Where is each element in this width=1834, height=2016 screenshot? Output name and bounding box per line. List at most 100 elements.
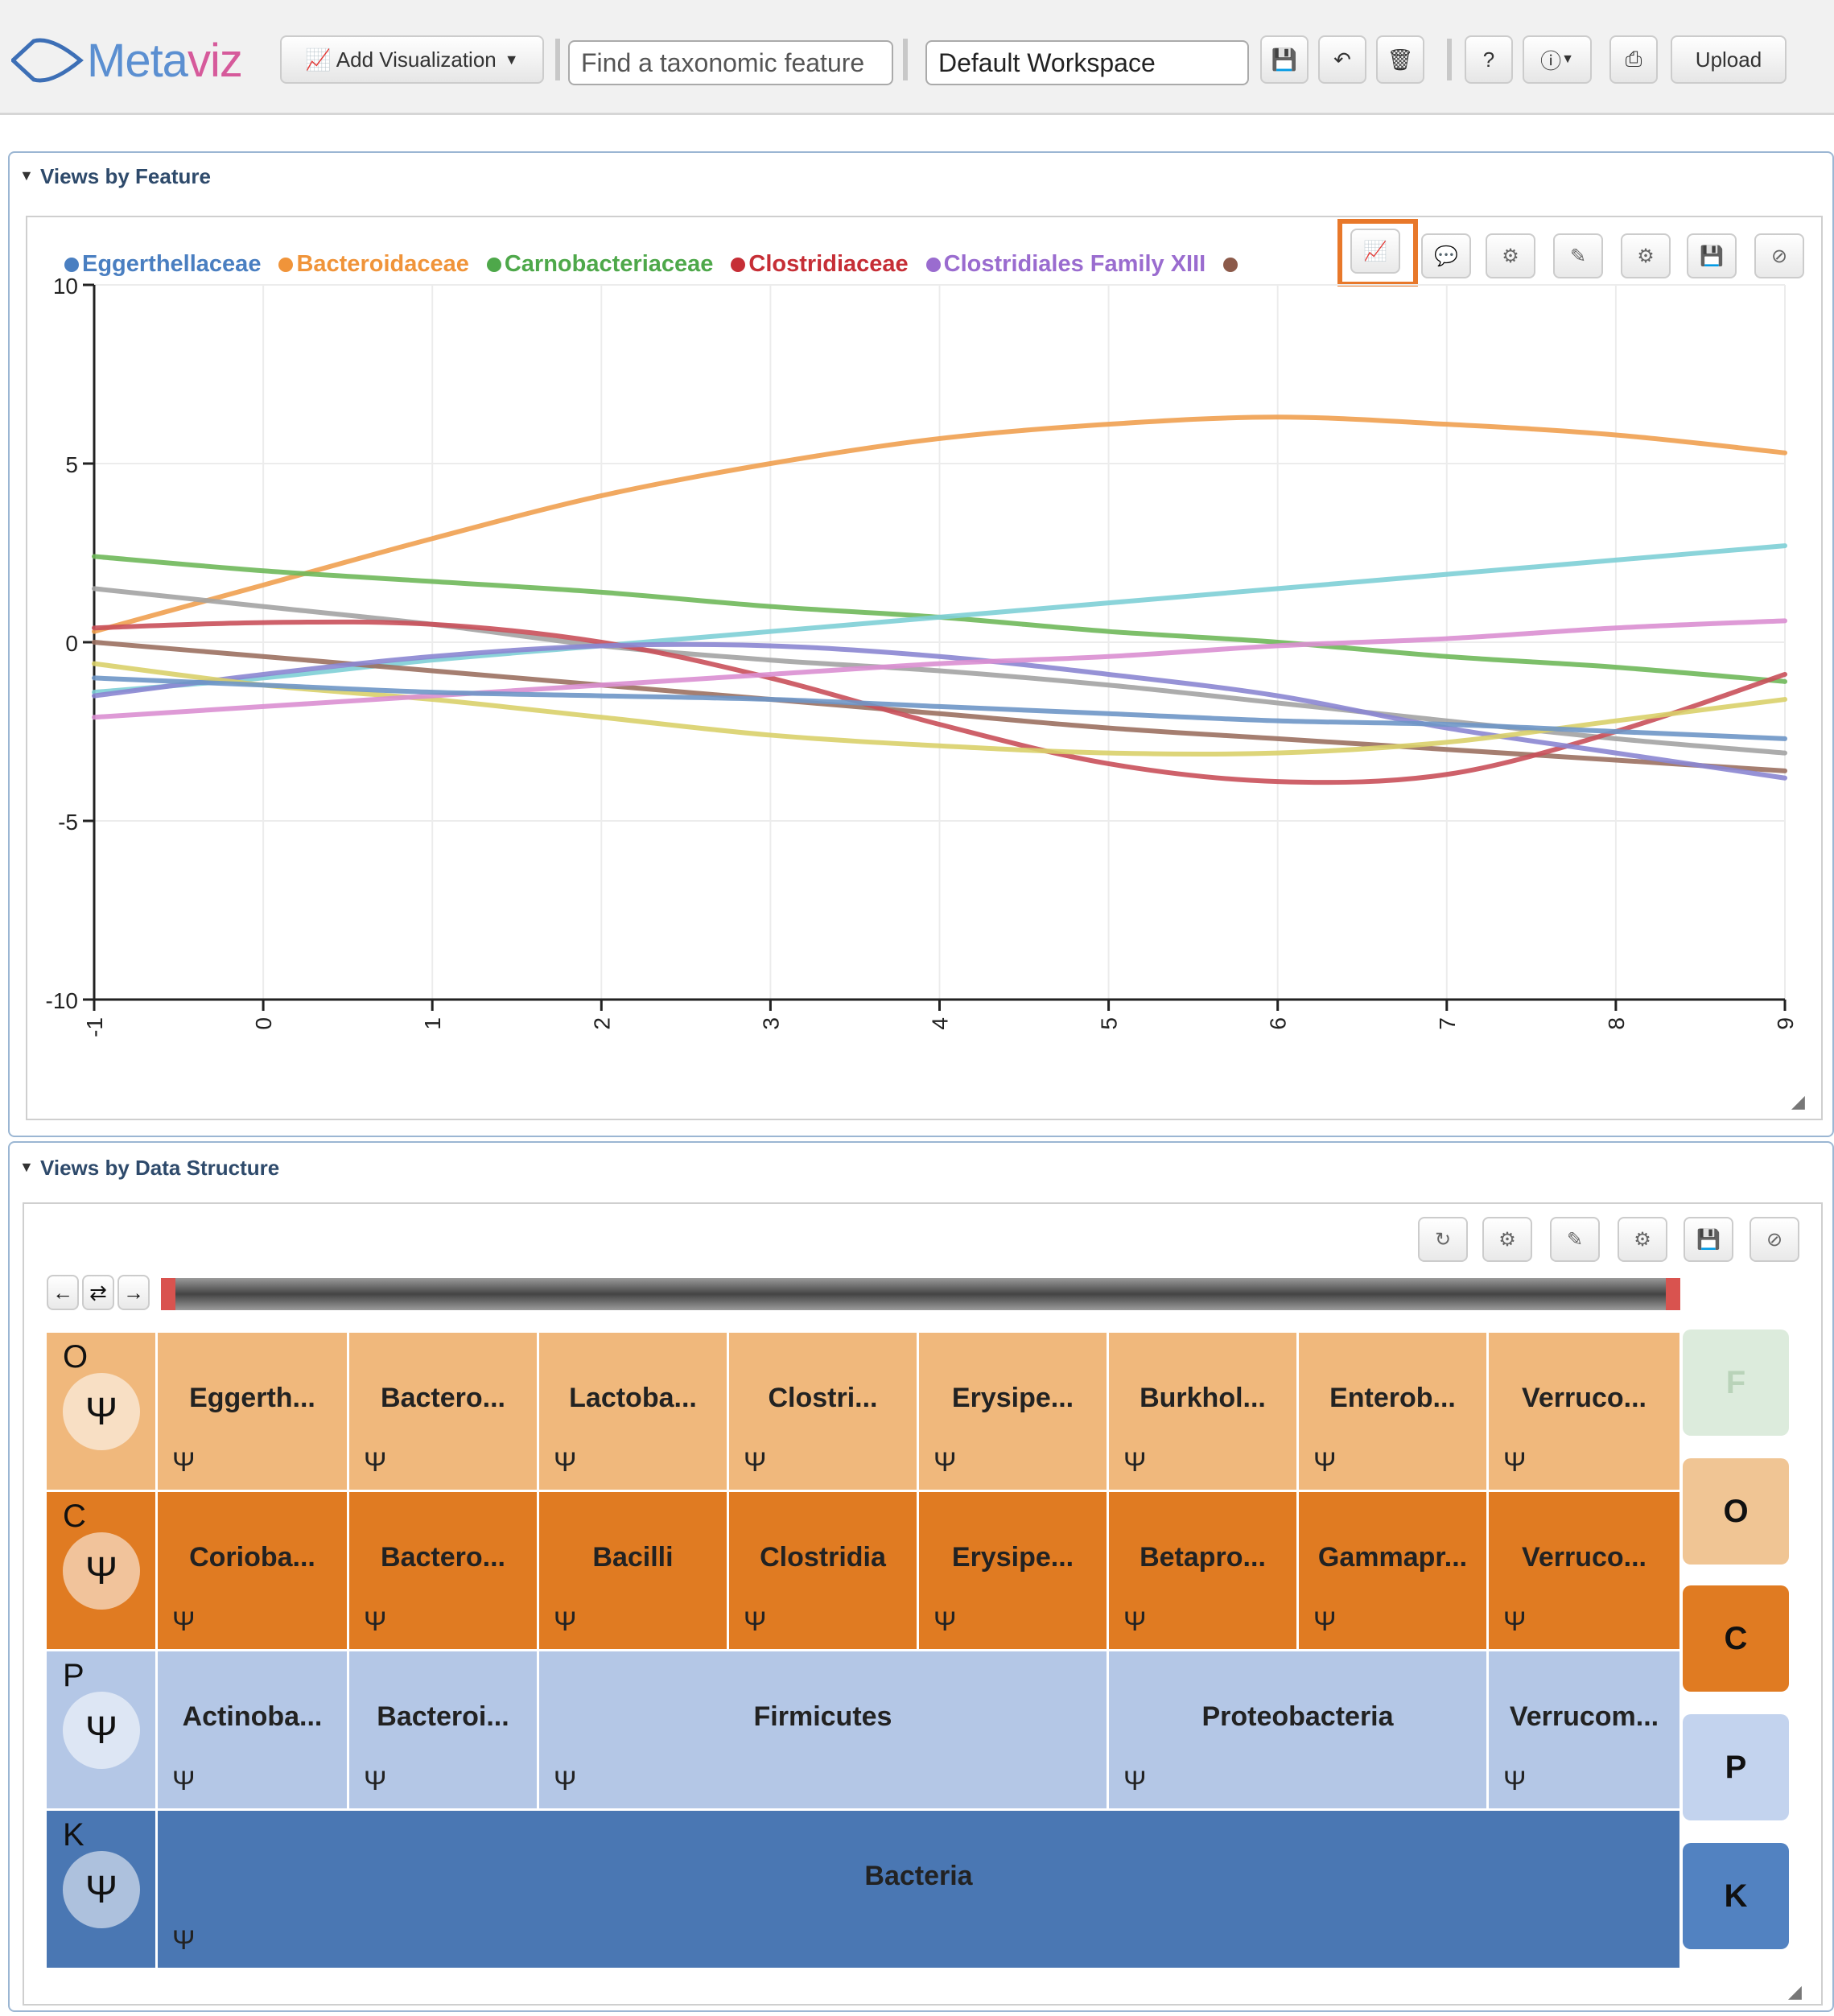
icicle-node[interactable]: Erysipe... Ψ <box>919 1333 1109 1492</box>
gear-icon: ⚙ <box>1634 1228 1651 1251</box>
settings-button[interactable]: ⚙ <box>1618 1217 1667 1262</box>
level-button[interactable]: F <box>1683 1330 1789 1436</box>
level-button[interactable]: K <box>1683 1843 1789 1949</box>
upload-button[interactable]: Upload <box>1671 35 1787 84</box>
x-tick-label: 6 <box>1266 1017 1291 1030</box>
workspace-name-input[interactable] <box>925 40 1249 85</box>
arrow-swap-icon[interactable]: ⇄ <box>82 1275 114 1310</box>
icicle-node[interactable]: Burkhol... Ψ <box>1109 1333 1299 1492</box>
resize-handle-icon[interactable]: ◢ <box>1791 1091 1805 1111</box>
comment-icon: 💬 <box>1434 245 1458 267</box>
save-icon: 💾 <box>1271 47 1298 72</box>
range-handle-left[interactable] <box>161 1278 175 1310</box>
metaviz-logo: Metaviz <box>11 32 243 89</box>
line-chart-toggle-button[interactable]: 📈 <box>1350 229 1400 274</box>
legend-item[interactable]: Bacteroidaceae <box>278 251 469 278</box>
settings-button[interactable]: ⚙ <box>1621 233 1671 278</box>
legend-item[interactable] <box>1223 251 1238 278</box>
icicle-node[interactable]: Bacteria Ψ <box>158 1811 1682 1970</box>
icicle-node[interactable]: Bacteroi... Ψ <box>349 1651 539 1811</box>
save-workspace-button[interactable]: 💾 <box>1260 35 1309 84</box>
icicle-node[interactable]: Actinoba... Ψ <box>158 1651 349 1811</box>
add-visualization-button[interactable]: 📈 Add Visualization ▼ <box>280 35 544 84</box>
legend-item[interactable]: Clostridiales Family XIII <box>925 251 1205 278</box>
views-by-feature-header[interactable]: ▼ Views by Feature <box>19 164 211 189</box>
level-button[interactable]: O <box>1683 1458 1789 1565</box>
icicle-node[interactable]: Firmicutes Ψ <box>539 1651 1109 1811</box>
propagate-selection-button[interactable]: ↻ <box>1418 1217 1468 1262</box>
icicle-node[interactable]: Verruco... Ψ <box>1489 1333 1682 1492</box>
x-tick-label: 5 <box>1097 1017 1122 1030</box>
icicle-node[interactable]: Lactoba... Ψ <box>539 1333 729 1492</box>
icicle-node[interactable]: Enterob... Ψ <box>1299 1333 1489 1492</box>
node-label: Bactero... <box>381 1383 505 1413</box>
save-chart-button[interactable]: 💾 <box>1684 1217 1733 1262</box>
upload-label: Upload <box>1695 47 1762 72</box>
icicle-node[interactable]: Proteobacteria Ψ <box>1109 1651 1489 1811</box>
range-handle-right[interactable] <box>1666 1278 1680 1310</box>
delete-workspace-button[interactable]: 🗑 <box>1376 35 1424 84</box>
icicle-node[interactable]: Clostridia Ψ <box>729 1492 919 1651</box>
icicle-node[interactable]: Verrucom... Ψ <box>1489 1651 1682 1811</box>
taxonomy-icon: Ψ <box>63 1532 140 1610</box>
legend-label: Bacteroidaceae <box>296 251 469 277</box>
gear-icon: ⚙ <box>1637 245 1655 267</box>
node-label: Clostri... <box>768 1383 878 1413</box>
icicle-node[interactable]: Eggerth... Ψ <box>158 1333 349 1492</box>
taxonomy-icon: Ψ <box>933 1606 957 1637</box>
arrow-right-icon[interactable]: → <box>117 1275 150 1310</box>
icicle-node[interactable]: Erysipe... Ψ <box>919 1492 1109 1651</box>
edit-code-button[interactable]: ✎ <box>1553 233 1603 278</box>
icicle-node[interactable]: Bacilli Ψ <box>539 1492 729 1651</box>
arrow-left-icon[interactable]: ← <box>47 1275 79 1310</box>
taxonomy-icon: Ψ <box>172 1606 196 1637</box>
level-letter: C <box>63 1499 86 1534</box>
icicle-node[interactable]: Bactero... Ψ <box>349 1492 539 1651</box>
legend-item[interactable]: Carnobacteriaceae <box>486 251 713 278</box>
undo-button[interactable]: ↶ <box>1318 35 1366 84</box>
icicle-node[interactable]: Corioba... Ψ <box>158 1492 349 1651</box>
x-tick-label: 2 <box>589 1017 614 1030</box>
icicle-node[interactable]: Betapro... Ψ <box>1109 1492 1299 1651</box>
icicle-node[interactable]: Bactero... Ψ <box>349 1333 539 1492</box>
color-palette-button[interactable]: ⚙ <box>1486 233 1535 278</box>
icicle-node[interactable]: Gammapr... Ψ <box>1299 1492 1489 1651</box>
legend-dot <box>278 257 294 272</box>
help-button[interactable]: ? <box>1465 35 1513 84</box>
print-icon: ⎙ <box>1625 47 1642 71</box>
node-label: Verrucom... <box>1509 1701 1659 1732</box>
taxonomy-icon: Ψ <box>172 1766 196 1796</box>
node-label: Clostridia <box>760 1542 886 1573</box>
x-tick-label: 8 <box>1604 1017 1629 1030</box>
level-button[interactable]: C <box>1683 1585 1789 1692</box>
remove-chart-button[interactable]: ⊘ <box>1754 233 1804 278</box>
color-palette-button[interactable]: ⚙ <box>1482 1217 1532 1262</box>
icicle-node[interactable]: Verruco... Ψ <box>1489 1492 1682 1651</box>
series-line <box>92 414 1787 634</box>
node-label: Bacteroi... <box>377 1701 509 1732</box>
refresh-icon: ↻ <box>1434 1228 1452 1251</box>
legend-item[interactable]: Clostridiaceae <box>731 251 909 278</box>
legend-item[interactable]: Eggerthellaceae <box>64 251 261 278</box>
level-button[interactable]: P <box>1683 1714 1789 1820</box>
print-button[interactable]: ⎙ <box>1609 35 1658 84</box>
toolbar-separator <box>1447 39 1452 80</box>
info-menu-button[interactable]: ⓘ ▼ <box>1523 35 1592 84</box>
undo-icon: ↶ <box>1333 47 1351 72</box>
taxonomy-icon: Ψ <box>1123 1766 1147 1796</box>
remove-chart-button[interactable]: ⊘ <box>1750 1217 1799 1262</box>
taxonomy-icon: Ψ <box>1503 1606 1527 1637</box>
tooltip-toggle-button[interactable]: 💬 <box>1421 233 1471 278</box>
taxonomic-search-input[interactable] <box>568 40 893 85</box>
range-slider[interactable] <box>161 1278 1680 1310</box>
resize-handle-icon[interactable]: ◢ <box>1788 1981 1802 2002</box>
edit-code-button[interactable]: ✎ <box>1550 1217 1600 1262</box>
icicle-node[interactable]: Clostri... Ψ <box>729 1333 919 1492</box>
views-by-data-structure-header[interactable]: ▼ Views by Data Structure <box>19 1156 279 1181</box>
save-chart-button[interactable]: 💾 <box>1687 233 1737 278</box>
